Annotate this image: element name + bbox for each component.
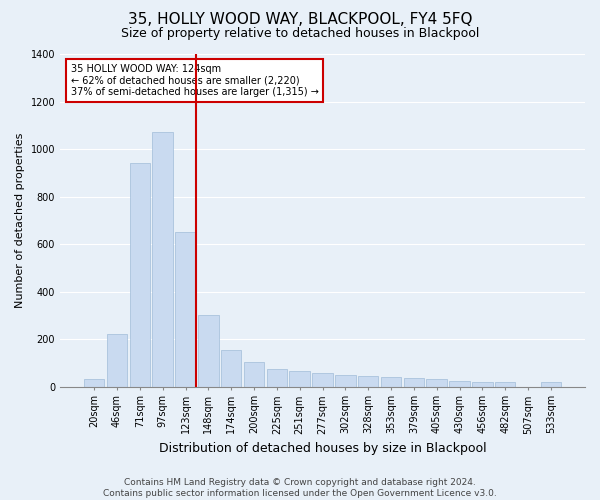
Bar xyxy=(312,374,333,386)
Text: Contains HM Land Registry data © Crown copyright and database right 2024.
Contai: Contains HM Land Registry data © Crown c… xyxy=(103,478,497,498)
Bar xyxy=(427,380,447,386)
Bar xyxy=(244,362,264,386)
Bar xyxy=(221,350,241,387)
Bar xyxy=(404,378,424,386)
Text: Size of property relative to detached houses in Blackpool: Size of property relative to detached ho… xyxy=(121,28,479,40)
Bar xyxy=(152,132,173,386)
Bar xyxy=(289,371,310,386)
Bar xyxy=(175,232,196,386)
Bar xyxy=(449,380,470,386)
Bar xyxy=(495,382,515,386)
Text: 35 HOLLY WOOD WAY: 124sqm
← 62% of detached houses are smaller (2,220)
37% of se: 35 HOLLY WOOD WAY: 124sqm ← 62% of detac… xyxy=(71,64,319,97)
Y-axis label: Number of detached properties: Number of detached properties xyxy=(15,132,25,308)
Bar xyxy=(198,316,218,386)
Bar xyxy=(358,376,379,386)
Bar xyxy=(381,377,401,386)
Bar xyxy=(335,374,356,386)
Bar xyxy=(541,382,561,386)
Text: 35, HOLLY WOOD WAY, BLACKPOOL, FY4 5FQ: 35, HOLLY WOOD WAY, BLACKPOOL, FY4 5FQ xyxy=(128,12,472,28)
Bar xyxy=(107,334,127,386)
Bar xyxy=(472,382,493,386)
Bar xyxy=(84,380,104,386)
Bar xyxy=(266,368,287,386)
Bar xyxy=(130,164,150,386)
X-axis label: Distribution of detached houses by size in Blackpool: Distribution of detached houses by size … xyxy=(159,442,487,455)
